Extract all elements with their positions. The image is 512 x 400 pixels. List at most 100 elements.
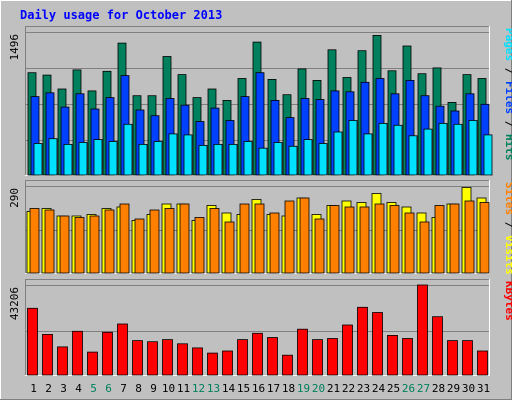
x-tick-label: 7 [120,382,127,395]
bar-kbytes-day-18 [282,354,293,376]
bar-pages-day-20 [318,143,328,176]
chart-marks [26,35,493,376]
bar-pages-day-27 [423,128,433,176]
bar-pages-day-6 [108,141,118,176]
bar-sites-day-1 [29,208,40,274]
bar-kbytes-day-21 [327,338,338,376]
bar-kbytes-day-31 [477,350,488,376]
x-tick-label: 11 [177,382,190,395]
x-tick-label: 16 [252,382,265,395]
bar-pages-day-8 [138,143,148,176]
bar-sites-day-14 [224,221,235,274]
y-axis-labels: 1496 290 43206 [8,34,21,320]
x-tick-label: 19 [297,382,310,395]
x-tick-label: 12 [192,382,205,395]
x-tick-label: 14 [222,382,236,395]
bar-kbytes-day-17 [267,337,278,376]
x-tick-label: 26 [402,382,415,395]
bar-kbytes-day-4 [72,330,83,376]
x-tick-label: 22 [342,382,355,395]
bar-kbytes-day-14 [222,350,233,376]
y-max-label: 1496 [8,34,21,61]
bar-sites-day-19 [299,197,310,274]
bar-pages-day-23 [363,133,373,176]
bar-pages-day-15 [243,141,253,176]
bar-sites-day-27 [419,221,430,274]
bar-sites-day-2 [44,209,55,274]
bar-sites-day-13 [209,208,220,274]
x-tick-label: 5 [90,382,97,395]
bar-sites-day-22 [344,206,355,274]
bar-kbytes-day-15 [237,339,248,376]
bar-kbytes-day-25 [387,334,398,376]
legend-middle: Sites / Visits [503,182,512,275]
x-tick-label: 18 [282,382,295,395]
bar-sites-day-26 [404,212,415,274]
bar-kbytes-day-29 [447,340,458,376]
legend-entry: Visits [503,235,512,275]
bar-sites-day-28 [434,205,445,274]
bar-kbytes-day-11 [177,343,188,376]
bar-sites-day-24 [374,203,385,274]
bar-pages-day-11 [183,134,193,176]
x-tick-label: 31 [477,382,490,395]
x-tick-label: 23 [357,382,370,395]
bar-kbytes-day-24 [372,312,383,376]
bar-pages-day-13 [213,143,223,176]
x-tick-label: 15 [237,382,250,395]
x-tick-label: 21 [327,382,340,395]
bar-sites-day-16 [254,203,265,274]
bar-kbytes-day-19 [297,328,308,376]
bar-pages-day-9 [153,141,163,176]
bar-kbytes-day-2 [42,333,53,376]
bar-pages-day-22 [348,120,358,176]
x-tick-label: 25 [387,382,400,395]
bar-pages-day-16 [258,147,268,176]
bar-sites-day-11 [179,203,190,274]
bar-sites-day-6 [104,209,115,274]
legend-entry: Hits [503,134,512,161]
bar-pages-day-7 [123,123,133,176]
bar-kbytes-day-12 [192,347,203,376]
legend-entry: / [503,61,512,81]
x-tick-label: 20 [312,382,325,395]
bar-kbytes-day-16 [252,332,263,376]
bar-pages-day-17 [273,142,283,176]
bar-kbytes-day-3 [57,346,68,376]
bar-kbytes-day-28 [432,316,443,376]
bar-kbytes-day-6 [102,331,113,376]
bar-pages-day-25 [393,124,403,176]
bar-kbytes-day-27 [417,284,428,376]
x-tick-label: 9 [150,382,157,395]
x-tick-label: 29 [447,382,460,395]
bar-sites-day-25 [389,205,400,274]
bar-sites-day-7 [119,203,130,274]
bar-sites-day-12 [194,217,205,274]
bar-pages-day-12 [198,144,208,176]
bar-pages-day-26 [408,135,418,176]
x-tick-label: 6 [105,382,112,395]
bar-sites-day-4 [74,217,85,274]
bar-sites-day-8 [134,218,145,274]
bar-pages-day-2 [48,138,58,176]
bar-sites-day-9 [149,209,160,274]
bar-sites-day-17 [269,212,280,274]
x-tick-label: 17 [267,382,280,395]
x-tick-label: 28 [432,382,445,395]
bar-kbytes-day-10 [162,339,173,376]
bar-kbytes-day-5 [87,351,98,376]
bar-pages-day-29 [453,123,463,176]
legend-entry: / [503,114,512,134]
bar-pages-day-10 [168,133,178,176]
x-tick-label: 1 [30,382,37,395]
legend-top: Pages / Files / Hits [503,28,512,161]
bar-sites-day-21 [329,205,340,274]
bar-sites-day-10 [164,208,175,274]
x-tick-label: 2 [45,382,52,395]
bar-kbytes-day-26 [402,338,413,376]
x-tick-label: 10 [162,382,175,395]
chart-legends: Pages / Files / Hits Sites / Visits KBytes [503,28,512,321]
bar-pages-day-21 [333,131,343,176]
